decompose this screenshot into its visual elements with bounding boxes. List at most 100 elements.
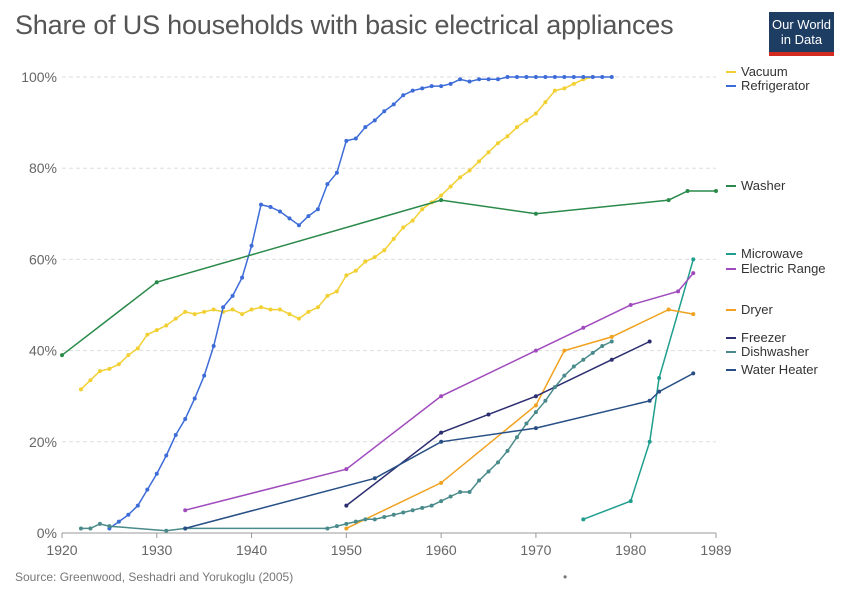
data-point[interactable] <box>259 305 264 310</box>
data-point[interactable] <box>533 348 538 353</box>
data-point[interactable] <box>486 77 491 82</box>
data-point[interactable] <box>477 159 482 164</box>
data-point[interactable] <box>344 503 349 508</box>
data-point[interactable] <box>439 439 444 444</box>
data-point[interactable] <box>183 417 188 421</box>
data-point[interactable] <box>581 325 586 330</box>
data-point[interactable] <box>344 526 349 531</box>
data-point[interactable] <box>372 118 377 123</box>
data-point[interactable] <box>211 344 216 349</box>
legend-item-dishwasher[interactable]: Dishwasher <box>726 344 810 359</box>
data-point[interactable] <box>410 508 415 513</box>
data-point[interactable] <box>401 510 406 515</box>
data-point[interactable] <box>590 75 595 79</box>
data-point[interactable] <box>315 305 320 310</box>
data-point[interactable] <box>609 75 614 79</box>
data-point[interactable] <box>458 175 463 180</box>
data-point[interactable] <box>363 259 368 264</box>
data-point[interactable] <box>353 519 358 524</box>
data-point[interactable] <box>315 207 320 212</box>
series-line[interactable] <box>185 272 694 511</box>
data-point[interactable] <box>268 204 273 209</box>
data-point[interactable] <box>657 375 662 380</box>
data-point[interactable] <box>363 517 368 522</box>
data-point[interactable] <box>287 216 292 221</box>
legend-item-freezer[interactable]: Freezer <box>726 330 786 345</box>
data-point[interactable] <box>486 412 491 417</box>
data-point[interactable] <box>268 307 273 312</box>
legend-item-washer[interactable]: Washer <box>726 178 786 193</box>
data-point[interactable] <box>486 150 491 155</box>
data-point[interactable] <box>439 198 444 203</box>
data-point[interactable] <box>439 480 444 485</box>
data-point[interactable] <box>135 503 140 508</box>
data-point[interactable] <box>145 332 150 337</box>
data-point[interactable] <box>334 289 339 294</box>
data-point[interactable] <box>666 307 671 312</box>
data-point[interactable] <box>543 398 548 403</box>
data-point[interactable] <box>691 271 696 276</box>
series-microwave[interactable] <box>581 257 696 522</box>
data-point[interactable] <box>60 353 64 358</box>
data-point[interactable] <box>372 476 377 481</box>
data-point[interactable] <box>344 138 349 143</box>
data-point[interactable] <box>533 75 538 79</box>
data-point[interactable] <box>486 469 491 474</box>
data-point[interactable] <box>524 421 529 426</box>
legend-item-electric-range[interactable]: Electric Range <box>726 261 826 276</box>
data-point[interactable] <box>609 339 614 344</box>
data-point[interactable] <box>448 81 453 86</box>
series-electric-range[interactable] <box>183 271 696 513</box>
legend-item-refrigerator[interactable]: Refrigerator <box>726 78 810 93</box>
data-point[interactable] <box>391 236 396 241</box>
data-point[interactable] <box>524 118 529 123</box>
data-point[interactable] <box>562 86 567 91</box>
data-point[interactable] <box>533 111 538 116</box>
data-point[interactable] <box>391 512 396 517</box>
data-point[interactable] <box>439 394 444 399</box>
data-point[interactable] <box>505 448 510 453</box>
data-point[interactable] <box>259 202 264 207</box>
data-point[interactable] <box>439 430 444 435</box>
data-point[interactable] <box>240 275 245 280</box>
data-point[interactable] <box>249 243 254 248</box>
data-point[interactable] <box>410 88 415 93</box>
data-point[interactable] <box>505 134 510 139</box>
data-point[interactable] <box>164 528 169 533</box>
data-point[interactable] <box>296 223 301 228</box>
data-point[interactable] <box>543 75 548 79</box>
data-point[interactable] <box>467 489 472 494</box>
data-point[interactable] <box>458 489 463 494</box>
data-point[interactable] <box>78 526 83 531</box>
data-point[interactable] <box>391 102 396 107</box>
data-point[interactable] <box>325 182 330 187</box>
data-point[interactable] <box>353 268 358 273</box>
data-point[interactable] <box>287 312 292 317</box>
data-point[interactable] <box>562 348 567 353</box>
data-point[interactable] <box>107 524 112 529</box>
data-point[interactable] <box>562 75 567 79</box>
data-point[interactable] <box>240 312 245 317</box>
data-point[interactable] <box>164 323 169 328</box>
legend-item-water-heater[interactable]: Water Heater <box>726 362 818 377</box>
data-point[interactable] <box>344 467 349 472</box>
data-point[interactable] <box>458 77 463 82</box>
data-point[interactable] <box>571 75 576 79</box>
data-point[interactable] <box>609 357 614 362</box>
data-point[interactable] <box>657 389 662 394</box>
data-point[interactable] <box>344 273 349 278</box>
data-point[interactable] <box>571 364 576 369</box>
data-point[interactable] <box>306 309 311 314</box>
data-point[interactable] <box>543 100 548 105</box>
data-point[interactable] <box>325 293 330 298</box>
data-point[interactable] <box>600 75 605 79</box>
series-dryer[interactable] <box>344 307 696 531</box>
data-point[interactable] <box>296 316 301 321</box>
data-point[interactable] <box>691 257 696 262</box>
data-point[interactable] <box>600 344 605 349</box>
data-point[interactable] <box>306 214 311 219</box>
series-line[interactable] <box>345 340 651 507</box>
legend-item-vacuum[interactable]: Vacuum <box>726 64 788 79</box>
series-line[interactable] <box>61 190 716 356</box>
data-point[interactable] <box>183 526 188 531</box>
